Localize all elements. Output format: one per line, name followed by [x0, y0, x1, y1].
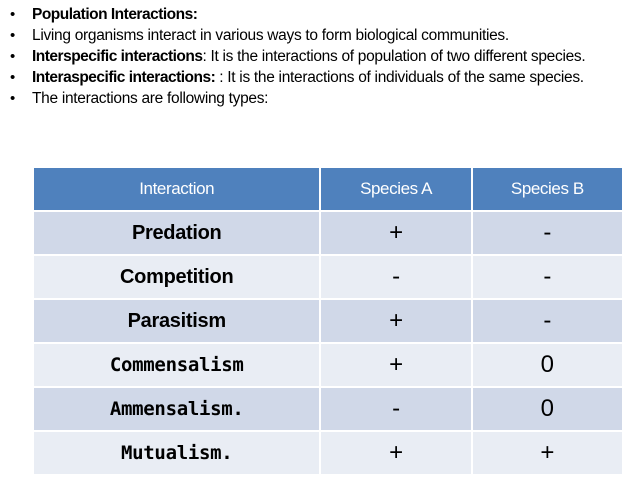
bullet-dot-icon: •	[10, 48, 15, 65]
interaction-name: Ammensalism.	[34, 386, 322, 431]
bullet-dot-icon: •	[10, 6, 15, 23]
interaction-name: Mutualism.	[34, 430, 322, 474]
interaction-name: Commensalism	[34, 342, 322, 387]
species-a-effect: -	[320, 386, 473, 431]
bullet-bold-text: Interspecific interactions	[32, 48, 203, 65]
header-species-b: Species B	[471, 168, 622, 211]
header-species-a: Species A	[320, 168, 473, 211]
bullet-text: : It is the interactions of population o…	[202, 48, 586, 65]
bullet-dot-icon: •	[10, 90, 15, 107]
header-interaction: Interaction	[34, 168, 322, 211]
bullet-text: Living organisms interact in various way…	[32, 27, 509, 44]
bullet-item: • The interactions are following types:	[8, 90, 632, 107]
table-row: Parasitism + -	[34, 298, 622, 343]
species-b-effect: -	[471, 210, 622, 255]
interactions-table: Interaction Species A Species B Predatio…	[34, 168, 622, 474]
table-row: Ammensalism. - 0	[34, 386, 622, 431]
bullet-bold-text: Interaspecific interactions:	[32, 69, 216, 86]
bullet-item: • Interspecific interactions: It is the …	[8, 48, 632, 65]
species-a-effect: +	[320, 298, 473, 343]
bullet-item: • Living organisms interact in various w…	[8, 27, 632, 44]
interaction-name: Parasitism	[34, 298, 322, 343]
species-b-effect: -	[471, 254, 622, 299]
table-row: Mutualism. + +	[34, 430, 622, 474]
bullet-dot-icon: •	[10, 27, 15, 44]
bullet-item: • Population Interactions:	[8, 6, 632, 23]
species-a-effect: +	[320, 430, 473, 474]
species-b-effect: 0	[471, 342, 622, 387]
species-b-effect: 0	[471, 386, 622, 431]
table-row: Commensalism + 0	[34, 342, 622, 387]
bullet-list: • Population Interactions: • Living orga…	[8, 6, 632, 111]
bullet-text: The interactions are following types:	[32, 90, 269, 107]
species-b-effect: +	[471, 430, 622, 474]
species-a-effect: +	[320, 342, 473, 387]
interaction-name: Predation	[34, 210, 322, 255]
table-row: Predation + -	[34, 210, 622, 255]
bullet-text: : It is the interactions of individuals …	[215, 69, 584, 86]
species-a-effect: +	[320, 210, 473, 255]
bullet-item: • Interaspecific interactions: : It is t…	[8, 69, 632, 86]
bullet-bold-text: Population Interactions:	[32, 6, 198, 23]
table-row: Competition - -	[34, 254, 622, 299]
species-b-effect: -	[471, 298, 622, 343]
bullet-dot-icon: •	[10, 69, 15, 86]
table-header-row: Interaction Species A Species B	[34, 168, 622, 211]
species-a-effect: -	[320, 254, 473, 299]
interaction-name: Competition	[34, 254, 322, 299]
